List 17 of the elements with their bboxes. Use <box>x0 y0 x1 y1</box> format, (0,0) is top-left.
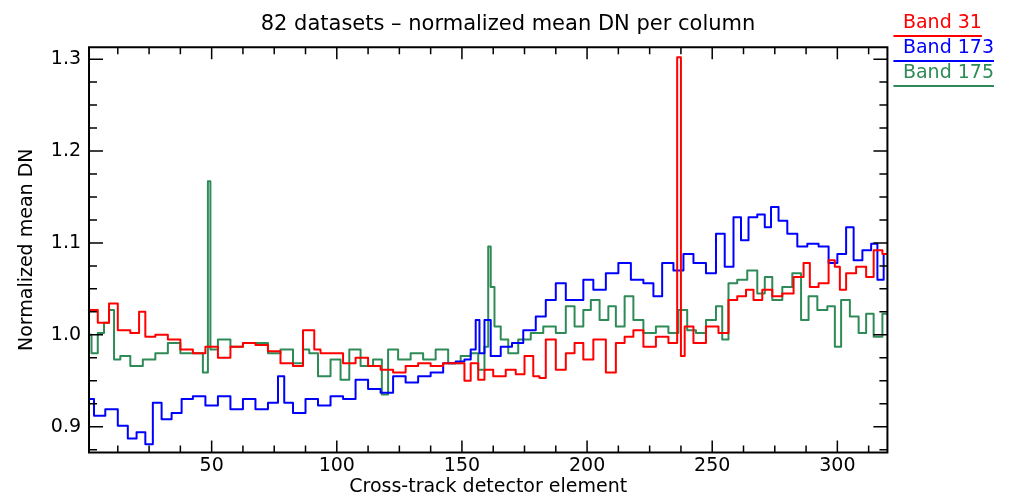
y-tick-label: 0.9 <box>50 413 82 436</box>
text: Band 173 <box>902 35 995 58</box>
x-tick-label: 50 <box>199 452 224 475</box>
y-axis-title: Normalized mean DN <box>14 148 37 352</box>
chart-title: 82 datasets – normalized mean DN per column <box>260 11 756 36</box>
x-tick-label: 100 <box>318 452 355 475</box>
y-tick-label: 1.3 <box>50 46 82 69</box>
x-axis-title: Cross-track detector element <box>349 473 628 496</box>
y-tick-label: 1.1 <box>50 229 82 252</box>
text: Band 175 <box>902 60 995 83</box>
x-tick-label: 200 <box>568 452 606 475</box>
y-tick-label: 1.0 <box>50 321 82 344</box>
x-tick-label: 250 <box>694 452 731 475</box>
x-tick-label: 300 <box>819 452 856 475</box>
x-tick-label: 150 <box>443 452 481 475</box>
y-tick-label: 1.2 <box>50 137 82 160</box>
text: Band 31 <box>902 10 982 33</box>
